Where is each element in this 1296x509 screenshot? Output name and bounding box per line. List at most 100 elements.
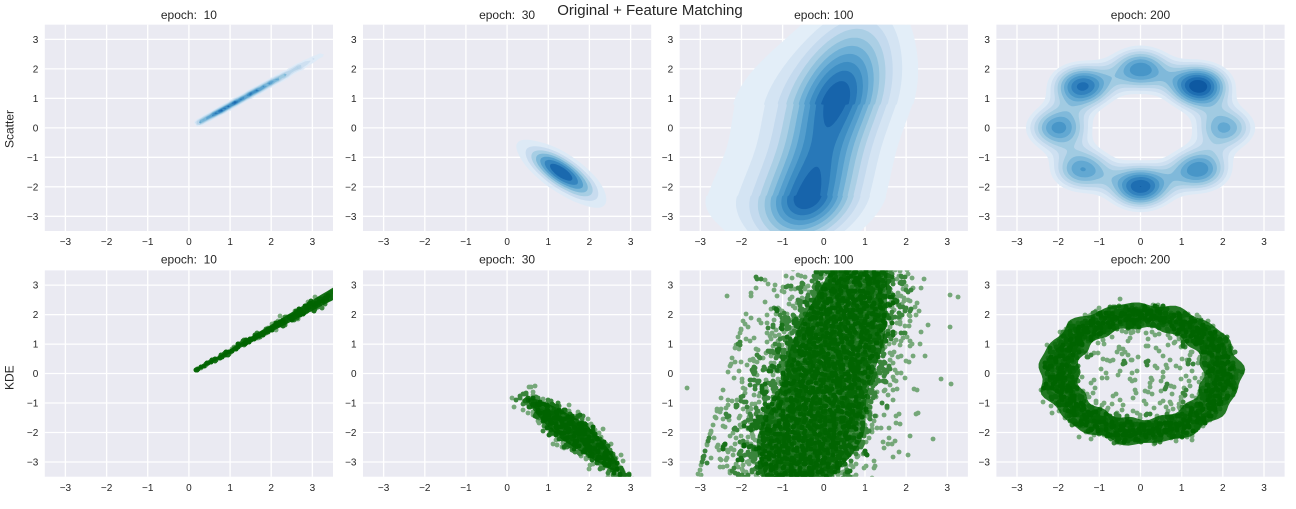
svg-text:−3: −3	[345, 212, 357, 223]
svg-text:0: 0	[186, 237, 192, 248]
svg-text:−1: −1	[27, 399, 39, 410]
svg-text:3: 3	[984, 35, 990, 46]
svg-text:−1: −1	[1094, 237, 1106, 248]
svg-text:3: 3	[628, 483, 634, 494]
svg-text:−2: −2	[419, 483, 431, 494]
svg-text:−1: −1	[345, 153, 357, 164]
svg-text:2: 2	[984, 65, 990, 76]
svg-text:−1: −1	[345, 399, 357, 410]
svg-text:−1: −1	[1094, 483, 1106, 494]
svg-text:0: 0	[821, 483, 827, 494]
svg-text:1: 1	[1179, 237, 1185, 248]
svg-text:−2: −2	[978, 428, 990, 439]
svg-text:1: 1	[862, 237, 868, 248]
svg-text:3: 3	[945, 483, 951, 494]
svg-text:−3: −3	[345, 458, 357, 469]
svg-text:−1: −1	[978, 153, 990, 164]
svg-text:0: 0	[1138, 237, 1144, 248]
svg-text:−2: −2	[662, 428, 674, 439]
svg-text:1: 1	[984, 340, 990, 351]
svg-text:2: 2	[668, 65, 674, 76]
svg-text:−1: −1	[662, 399, 674, 410]
svg-text:−3: −3	[378, 237, 390, 248]
svg-text:2: 2	[903, 237, 909, 248]
svg-text:0: 0	[668, 124, 674, 135]
svg-text:−1: −1	[142, 237, 154, 248]
svg-text:−3: −3	[60, 237, 72, 248]
svg-text:−3: −3	[695, 483, 707, 494]
svg-text:KDE: KDE	[3, 365, 17, 390]
svg-text:1: 1	[33, 340, 39, 351]
svg-text:3: 3	[945, 237, 951, 248]
svg-text:epoch: 200: epoch: 200	[1111, 8, 1171, 22]
svg-text:0: 0	[33, 124, 39, 135]
svg-text:−3: −3	[27, 212, 39, 223]
svg-text:3: 3	[310, 237, 316, 248]
svg-text:0: 0	[821, 237, 827, 248]
svg-text:−3: −3	[378, 483, 390, 494]
svg-text:−2: −2	[662, 182, 674, 193]
svg-text:Scatter: Scatter	[3, 110, 17, 148]
svg-text:−2: −2	[419, 237, 431, 248]
svg-text:1: 1	[33, 94, 39, 105]
svg-text:1: 1	[351, 94, 357, 105]
svg-text:1: 1	[351, 340, 357, 351]
svg-text:3: 3	[310, 483, 316, 494]
svg-text:3: 3	[668, 35, 674, 46]
svg-text:epoch: 10: epoch: 10	[161, 8, 217, 22]
svg-text:−1: −1	[460, 483, 472, 494]
svg-text:1: 1	[984, 94, 990, 105]
svg-text:2: 2	[351, 310, 357, 321]
svg-text:2: 2	[33, 310, 39, 321]
svg-text:0: 0	[668, 369, 674, 380]
svg-text:3: 3	[1261, 483, 1267, 494]
svg-text:−3: −3	[978, 212, 990, 223]
svg-text:3: 3	[33, 35, 39, 46]
svg-text:−3: −3	[978, 458, 990, 469]
svg-text:epoch: 30: epoch: 30	[479, 252, 535, 266]
svg-text:0: 0	[984, 369, 990, 380]
svg-text:0: 0	[504, 483, 510, 494]
svg-text:−2: −2	[101, 483, 113, 494]
svg-text:epoch: 100: epoch: 100	[794, 252, 854, 266]
svg-text:1: 1	[546, 483, 552, 494]
svg-text:3: 3	[351, 281, 357, 292]
svg-text:2: 2	[587, 237, 593, 248]
svg-text:−1: −1	[662, 153, 674, 164]
svg-text:2: 2	[668, 310, 674, 321]
svg-text:2: 2	[1220, 483, 1226, 494]
svg-text:−1: −1	[460, 237, 472, 248]
svg-text:2: 2	[351, 65, 357, 76]
svg-text:0: 0	[984, 124, 990, 135]
svg-text:1: 1	[862, 483, 868, 494]
svg-text:3: 3	[668, 281, 674, 292]
svg-text:3: 3	[1261, 237, 1267, 248]
svg-text:0: 0	[351, 124, 357, 135]
svg-text:−1: −1	[777, 237, 789, 248]
svg-text:0: 0	[1138, 483, 1144, 494]
svg-text:2: 2	[33, 65, 39, 76]
svg-text:−3: −3	[662, 458, 674, 469]
svg-text:epoch: 100: epoch: 100	[794, 8, 854, 22]
svg-text:−3: −3	[1011, 483, 1023, 494]
svg-text:0: 0	[33, 369, 39, 380]
svg-text:−2: −2	[1052, 483, 1064, 494]
svg-text:0: 0	[186, 483, 192, 494]
svg-text:−1: −1	[142, 483, 154, 494]
svg-text:−2: −2	[978, 182, 990, 193]
svg-text:−3: −3	[695, 237, 707, 248]
svg-text:epoch: 30: epoch: 30	[479, 8, 535, 22]
svg-text:1: 1	[668, 94, 674, 105]
svg-text:1: 1	[1179, 483, 1185, 494]
svg-text:3: 3	[984, 281, 990, 292]
svg-text:−2: −2	[736, 237, 748, 248]
svg-text:2: 2	[268, 237, 274, 248]
svg-text:−2: −2	[101, 237, 113, 248]
svg-text:epoch: 200: epoch: 200	[1111, 252, 1171, 266]
svg-text:−1: −1	[777, 483, 789, 494]
svg-text:3: 3	[351, 35, 357, 46]
svg-text:Original + Feature Matching: Original + Feature Matching	[557, 2, 743, 19]
svg-text:2: 2	[587, 483, 593, 494]
svg-text:3: 3	[33, 281, 39, 292]
svg-text:−1: −1	[27, 153, 39, 164]
